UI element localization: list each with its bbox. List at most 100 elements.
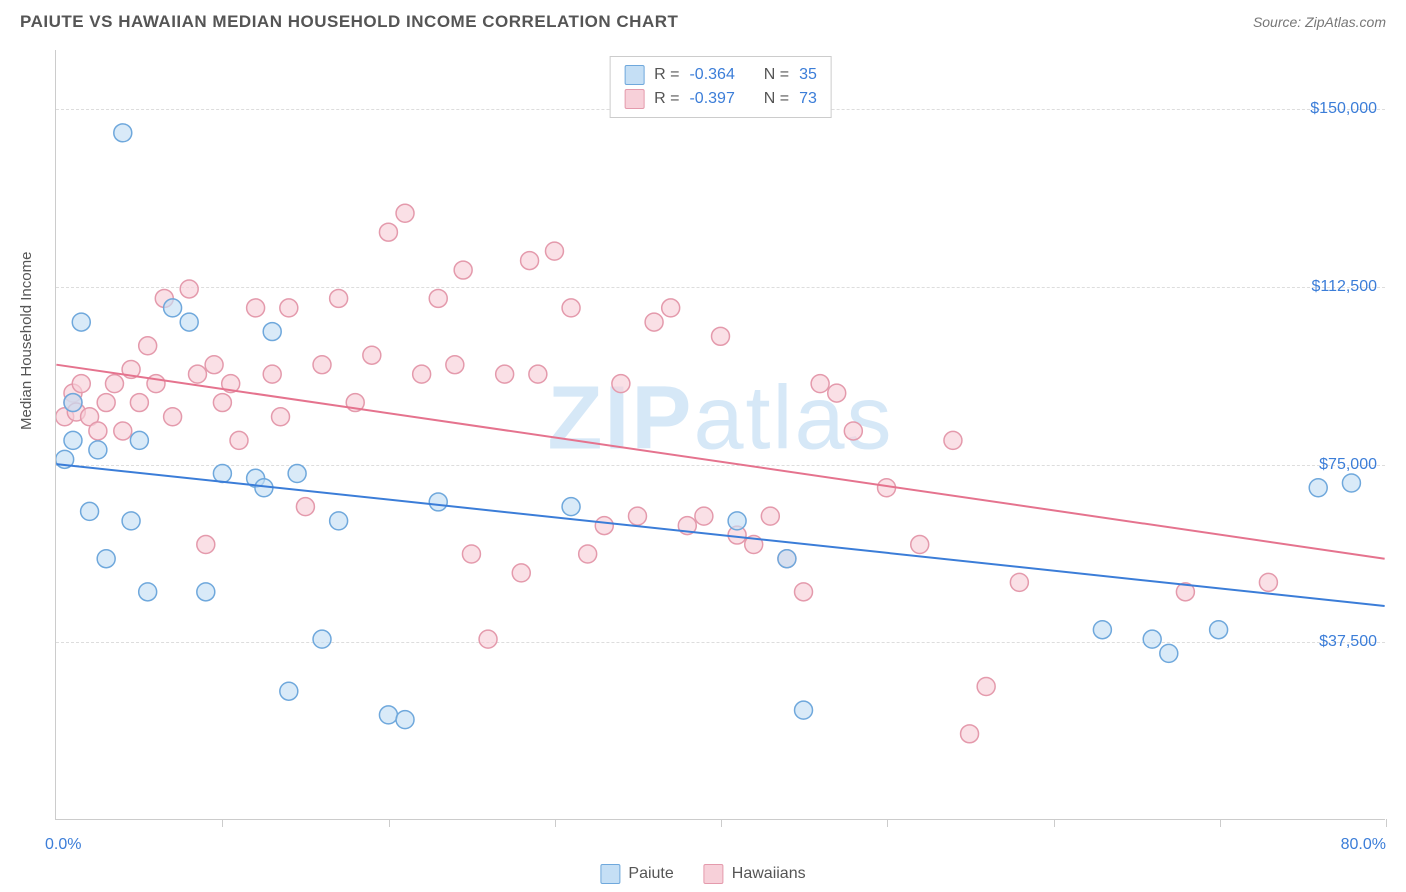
data-point: [479, 630, 497, 648]
legend-item-paiute: Paiute: [600, 864, 673, 884]
scatter-svg: [56, 50, 1385, 819]
data-point: [89, 422, 107, 440]
x-axis-min-label: 0.0%: [45, 836, 81, 854]
x-tick: [721, 819, 722, 827]
swatch-pink-icon: [704, 864, 724, 884]
data-point: [288, 465, 306, 483]
data-point: [97, 550, 115, 568]
data-point: [230, 431, 248, 449]
data-point: [844, 422, 862, 440]
x-tick: [1220, 819, 1221, 827]
n-label: N =: [764, 66, 789, 84]
legend-label-paiute: Paiute: [628, 865, 673, 883]
data-point: [164, 408, 182, 426]
data-point: [197, 583, 215, 601]
data-point: [828, 384, 846, 402]
y-axis-title: Median Household Income: [18, 252, 35, 430]
data-point: [429, 289, 447, 307]
data-point: [139, 583, 157, 601]
data-point: [114, 422, 132, 440]
data-point: [562, 498, 580, 516]
data-point: [213, 465, 231, 483]
data-point: [1309, 479, 1327, 497]
data-point: [64, 431, 82, 449]
data-point: [313, 630, 331, 648]
data-point: [595, 517, 613, 535]
data-point: [521, 252, 539, 270]
trend-line: [56, 464, 1384, 606]
data-point: [446, 356, 464, 374]
data-point: [379, 706, 397, 724]
data-point: [164, 299, 182, 317]
data-point: [413, 365, 431, 383]
data-point: [272, 408, 290, 426]
legend-item-hawaiians: Hawaiians: [704, 864, 806, 884]
data-point: [72, 313, 90, 331]
data-point: [396, 711, 414, 729]
data-point: [263, 365, 281, 383]
r-label: R =: [654, 90, 679, 108]
data-point: [462, 545, 480, 563]
data-point: [330, 289, 348, 307]
legend-label-hawaiians: Hawaiians: [732, 865, 806, 883]
data-point: [795, 701, 813, 719]
data-point: [944, 431, 962, 449]
data-point: [645, 313, 663, 331]
data-point: [313, 356, 331, 374]
data-point: [728, 512, 746, 530]
stats-row-paiute: R = -0.364 N = 35: [624, 63, 817, 87]
data-point: [180, 313, 198, 331]
data-point: [330, 512, 348, 530]
data-point: [122, 512, 140, 530]
data-point: [1342, 474, 1360, 492]
data-point: [363, 346, 381, 364]
x-tick: [555, 819, 556, 827]
n-label: N =: [764, 90, 789, 108]
chart-source: Source: ZipAtlas.com: [1253, 14, 1386, 30]
data-point: [105, 375, 123, 393]
data-point: [205, 356, 223, 374]
chart-header: PAIUTE VS HAWAIIAN MEDIAN HOUSEHOLD INCO…: [0, 0, 1406, 40]
hawaiians-r-value: -0.397: [689, 90, 734, 108]
data-point: [89, 441, 107, 459]
stats-row-hawaiians: R = -0.397 N = 73: [624, 87, 817, 111]
data-point: [977, 678, 995, 696]
data-point: [579, 545, 597, 563]
data-point: [961, 725, 979, 743]
swatch-blue-icon: [600, 864, 620, 884]
bottom-legend: Paiute Hawaiians: [600, 864, 805, 884]
data-point: [628, 507, 646, 525]
paiute-r-value: -0.364: [689, 66, 734, 84]
data-point: [512, 564, 530, 582]
data-point: [97, 394, 115, 412]
r-label: R =: [654, 66, 679, 84]
data-point: [213, 394, 231, 412]
chart-title: PAIUTE VS HAWAIIAN MEDIAN HOUSEHOLD INCO…: [20, 12, 678, 32]
data-point: [662, 299, 680, 317]
correlation-stats-box: R = -0.364 N = 35 R = -0.397 N = 73: [609, 56, 832, 118]
data-point: [778, 550, 796, 568]
hawaiians-n-value: 73: [799, 90, 817, 108]
data-point: [1010, 573, 1028, 591]
trend-line: [56, 365, 1384, 559]
data-point: [379, 223, 397, 241]
data-point: [280, 682, 298, 700]
swatch-pink-icon: [624, 89, 644, 109]
data-point: [429, 493, 447, 511]
x-tick: [1054, 819, 1055, 827]
data-point: [64, 394, 82, 412]
data-point: [761, 507, 779, 525]
data-point: [130, 394, 148, 412]
data-point: [545, 242, 563, 260]
data-point: [1160, 644, 1178, 662]
x-tick: [887, 819, 888, 827]
data-point: [114, 124, 132, 142]
paiute-n-value: 35: [799, 66, 817, 84]
data-point: [1210, 621, 1228, 639]
data-point: [695, 507, 713, 525]
x-axis-max-label: 80.0%: [1341, 836, 1386, 854]
data-point: [562, 299, 580, 317]
data-point: [180, 280, 198, 298]
x-tick: [222, 819, 223, 827]
data-point: [81, 502, 99, 520]
